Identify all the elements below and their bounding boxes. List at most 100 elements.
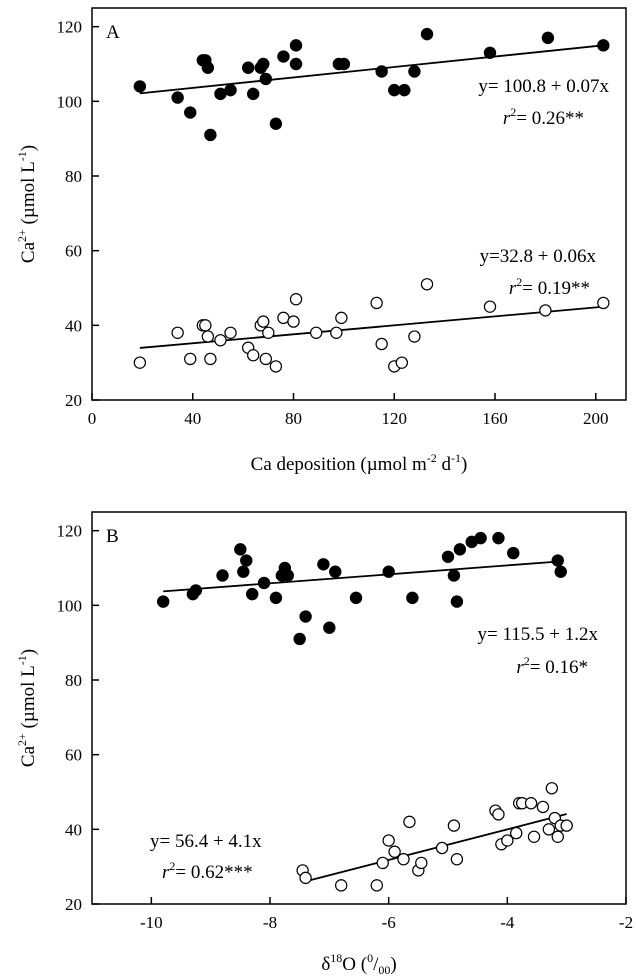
panel-a-ticks: 0 40 80 120 160 200 20 40 60 80 100 120 bbox=[57, 18, 609, 428]
panel-a-filled-point bbox=[375, 65, 388, 78]
panel-a-open-point bbox=[247, 349, 260, 362]
panel-a-x-axis-label: Ca deposition (µmol m-2 d-1) bbox=[251, 451, 468, 475]
panel-b-open-fit-line bbox=[302, 813, 567, 884]
panel-b-open-point bbox=[388, 845, 401, 858]
panel-b-filled-point bbox=[240, 554, 253, 567]
panel-a-open-r2: r2= 0.19** bbox=[509, 275, 590, 299]
panel-b-filled-point bbox=[257, 576, 271, 590]
panel-b-filled-point bbox=[551, 554, 564, 567]
panel-a-open-point bbox=[199, 319, 212, 332]
panel-b-filled-point bbox=[299, 610, 312, 623]
panel-a-filled-point bbox=[289, 57, 303, 71]
panel-b-filled-point bbox=[507, 546, 520, 560]
panel-b-x-tick-label: -4 bbox=[500, 913, 515, 932]
panel-a-open-r2-value: = 0.19** bbox=[522, 278, 590, 299]
panel-b-filled-point bbox=[245, 587, 259, 601]
panel-b-letter: B bbox=[106, 526, 119, 547]
panel-b-filled-point bbox=[441, 550, 455, 564]
panel-b-filled-point bbox=[450, 595, 464, 608]
panel-a-open-point bbox=[269, 360, 283, 373]
panel-b-open-r2-value: = 0.62*** bbox=[175, 862, 252, 883]
panel-a-open-point bbox=[214, 334, 227, 347]
panel-a-filled-point bbox=[241, 61, 255, 74]
panel-b-open-point bbox=[299, 871, 312, 885]
panel-b-filled-point bbox=[269, 591, 283, 605]
panel-b-open-point bbox=[536, 800, 550, 814]
panel-a-filled-point bbox=[133, 80, 147, 93]
panel-a-open-point bbox=[335, 311, 348, 325]
panel-a-open-point bbox=[309, 326, 323, 339]
panel-b: B -10 -8 -6 -4 -2 20 40 60 80 100 120 y= 115.5 + 1… bbox=[15, 511, 634, 977]
panel-b-filled-point bbox=[406, 591, 419, 605]
panel-b-filled-point bbox=[189, 584, 203, 597]
panel-b-filled-point bbox=[329, 565, 342, 578]
panel-a-filled-point bbox=[201, 61, 215, 74]
panel-b-filled-r2: r2= 0.16* bbox=[516, 654, 588, 678]
panel-a-x-tick-label: 80 bbox=[285, 409, 302, 428]
panel-a-filled-point bbox=[597, 39, 610, 52]
panel-b-y-axis-label: Ca2+ (µmol L-1) bbox=[15, 649, 39, 767]
panel-a-open-point bbox=[204, 352, 217, 366]
panel-a-filled-point bbox=[257, 57, 270, 71]
panel-a-filled-point bbox=[224, 83, 237, 97]
panel-a-y-tick-label: 20 bbox=[65, 391, 82, 410]
panel-b-filled-point bbox=[216, 569, 229, 582]
panel-a-open-point bbox=[133, 356, 147, 369]
panel-a-open-point bbox=[224, 326, 237, 339]
panel-a-y-tick-label: 80 bbox=[65, 167, 82, 186]
panel-b-open-point bbox=[510, 826, 523, 840]
panel-a-open-point bbox=[375, 337, 388, 351]
panel-a-filled-r2-value: = 0.26** bbox=[516, 108, 584, 129]
panel-b-y-tick-label: 40 bbox=[65, 820, 82, 839]
panel-b-fit-lines bbox=[163, 560, 567, 884]
panel-b-open-r2: r2= 0.62*** bbox=[162, 859, 253, 883]
panel-a-x-tick-label: 0 bbox=[88, 409, 97, 428]
panel-a-open-point bbox=[395, 356, 409, 369]
panel-b-open-point bbox=[524, 797, 538, 810]
panel-a: A 0 40 80 120 160 200 20 40 60 80 100 120 y= 100.8 … bbox=[15, 7, 627, 475]
panel-a-filled-point bbox=[289, 39, 303, 52]
panel-b-open-point bbox=[560, 819, 573, 832]
panel-b-open-point bbox=[415, 856, 428, 870]
panel-b-open-point bbox=[397, 853, 410, 866]
panel-b-y-tick-label: 60 bbox=[65, 746, 82, 765]
panel-b-filled-point bbox=[234, 543, 247, 556]
panel-a-open-point bbox=[287, 315, 300, 328]
panel-b-x-tick-label: -2 bbox=[619, 913, 633, 932]
panel-a-filled-point bbox=[541, 31, 555, 45]
panel-b-filled-point bbox=[293, 632, 306, 646]
panel-b-points bbox=[156, 531, 573, 892]
panel-b-filled-point bbox=[554, 565, 567, 578]
panel-b-open-point bbox=[545, 782, 559, 795]
panel-b-open-point bbox=[335, 879, 348, 892]
panel-b-x-axis-label: δ18O (0/00) bbox=[321, 951, 396, 977]
panel-a-open-point bbox=[408, 330, 421, 343]
panel-a-letter: A bbox=[106, 22, 120, 43]
panel-b-y-tick-label: 20 bbox=[65, 895, 82, 914]
panel-a-x-tick-label: 40 bbox=[184, 409, 201, 428]
panel-a-open-point bbox=[420, 278, 434, 291]
panel-a-open-equation: y=32.8 + 0.06x bbox=[480, 246, 597, 267]
panel-a-x-tick-label: 160 bbox=[482, 409, 508, 428]
panel-b-open-point bbox=[435, 841, 449, 855]
panel-b-frame bbox=[91, 511, 627, 905]
panel-a-open-point bbox=[289, 293, 303, 306]
panel-b-filled-point bbox=[237, 565, 250, 578]
panel-b-open-point bbox=[551, 830, 564, 844]
panel-b-filled-fit-line bbox=[163, 560, 561, 593]
panel-a-x-tick-label: 200 bbox=[583, 409, 609, 428]
panel-a-open-point bbox=[201, 330, 215, 343]
panel-b-filled-point bbox=[317, 558, 330, 571]
panel-b-filled-equation: y= 115.5 + 1.2x bbox=[478, 624, 599, 645]
panel-a-points bbox=[133, 27, 610, 373]
panel-b-filled-point bbox=[349, 591, 363, 605]
panel-b-open-point bbox=[370, 879, 383, 892]
panel-b-ticks: -10 -8 -6 -4 -2 20 40 60 80 100 120 bbox=[57, 522, 634, 932]
panel-a-filled-point bbox=[269, 117, 283, 130]
panel-b-x-tick-label: -6 bbox=[382, 913, 396, 932]
panel-b-open-point bbox=[542, 823, 556, 836]
panel-b-filled-point bbox=[156, 595, 170, 608]
panel-a-y-tick-label: 100 bbox=[57, 92, 83, 111]
panel-a-open-point bbox=[257, 315, 270, 328]
panel-a-filled-point bbox=[337, 57, 351, 71]
